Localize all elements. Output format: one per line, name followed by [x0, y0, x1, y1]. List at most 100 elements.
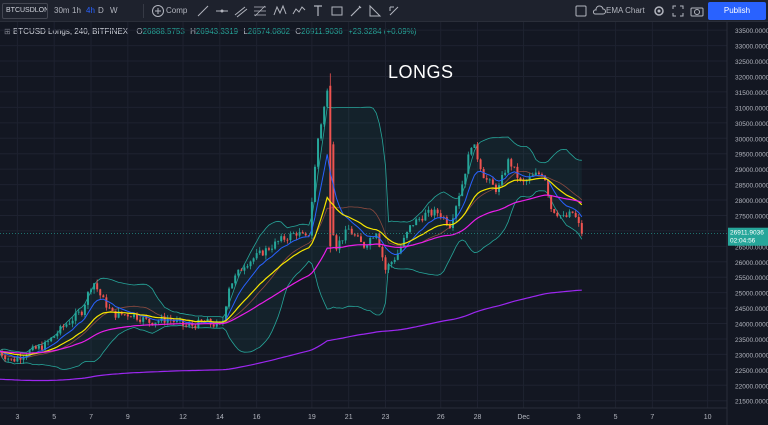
candle-body [22, 357, 25, 360]
price-tick-label: 26500.0000 [735, 244, 768, 251]
price-chart[interactable]: 33500.0000 33000.0000 32500.0000 32000.0000… [0, 22, 768, 425]
candle-body [415, 219, 418, 226]
candle-body [356, 235, 359, 237]
rectangle-icon[interactable] [329, 3, 345, 19]
candle [451, 214, 454, 231]
brush-icon[interactable] [348, 3, 364, 19]
symbol-search-input[interactable]: BTCUSDLON [2, 3, 48, 19]
text-icon[interactable] [310, 3, 326, 19]
candle [62, 324, 65, 331]
candle-body [231, 283, 234, 289]
candle-body [68, 323, 71, 325]
candle [31, 344, 34, 352]
candle-body [461, 184, 464, 196]
horizontal-line-icon[interactable] [214, 3, 230, 19]
candle [504, 169, 507, 177]
candle-body [476, 144, 479, 160]
candle-body [412, 225, 415, 226]
price-tick-label: 27500.0000 [735, 213, 768, 220]
candle-body [402, 237, 405, 247]
price-tick-label: 29000.0000 [735, 167, 768, 174]
candle [522, 177, 525, 186]
candle-body [31, 346, 34, 351]
time-tick-label: 23 [382, 414, 390, 421]
candle-body [341, 240, 344, 242]
candle [231, 283, 234, 289]
candle-body [102, 295, 105, 298]
candle [562, 211, 565, 218]
compare-plus-icon[interactable] [150, 3, 166, 19]
candle-body [455, 206, 458, 219]
candle [16, 355, 19, 363]
price-tick-label: 24500.0000 [735, 306, 768, 313]
candle [519, 176, 522, 182]
time-tick-label: 5 [52, 414, 56, 421]
legend-change: +23.3284 (+0.09%) [347, 27, 417, 36]
candle-body [93, 283, 96, 290]
candle-body [347, 228, 350, 230]
prediction-icon[interactable] [291, 3, 307, 19]
candle-body [409, 225, 412, 232]
candle-body [504, 172, 507, 175]
zoom-icon[interactable] [386, 3, 402, 19]
candle [479, 158, 482, 172]
fullscreen-icon[interactable] [670, 3, 686, 19]
parallel-channel-icon[interactable] [233, 3, 249, 19]
layout-name-button[interactable]: EMA Chart [606, 6, 645, 15]
candle [467, 151, 470, 174]
candle [378, 232, 381, 248]
candle-body [212, 324, 215, 327]
candle [387, 262, 390, 274]
candle-body [160, 316, 163, 322]
price-tick-label: 31000.0000 [735, 105, 768, 112]
candle [50, 337, 53, 343]
candle-body [145, 317, 148, 319]
interval-1h[interactable]: 1h [72, 6, 81, 15]
legend-close-label: C [295, 27, 302, 36]
candle [577, 213, 580, 227]
candle-body [249, 261, 252, 267]
candle-body [488, 179, 491, 181]
fib-retracement-icon[interactable] [252, 3, 268, 19]
bollinger-basis-line [0, 170, 583, 359]
settings-icon[interactable] [651, 3, 667, 19]
candle [246, 263, 249, 269]
candle [129, 315, 132, 318]
time-tick-label: 10 [704, 414, 712, 421]
candle [228, 286, 231, 309]
candle [295, 231, 298, 240]
candle [74, 308, 77, 325]
candle-body [126, 314, 129, 317]
interval-w[interactable]: W [110, 6, 118, 15]
legend-collapse-icon[interactable]: ⊞ [4, 27, 13, 36]
measure-icon[interactable] [367, 3, 383, 19]
trend-line-icon[interactable] [195, 3, 211, 19]
candle-body [534, 172, 537, 176]
candle-body [117, 311, 120, 318]
camera-icon[interactable] [689, 3, 705, 19]
candle-body [451, 218, 454, 229]
candle-body [277, 241, 280, 242]
candle-body [547, 180, 550, 196]
candle [418, 216, 421, 222]
layout-icon[interactable] [573, 3, 589, 19]
candle [427, 206, 430, 217]
interval-30m[interactable]: 30m [54, 6, 70, 15]
pattern-icon[interactable] [272, 3, 288, 19]
compare-button[interactable]: Comp [166, 6, 188, 15]
legend-symbol[interactable]: BTCUSD Longs, 240, BITFINEX [12, 27, 129, 36]
bar-countdown: 02:04:56 [730, 238, 756, 245]
candle [461, 180, 464, 197]
candle-body [151, 322, 154, 325]
candle [396, 249, 399, 261]
candle-body [16, 357, 19, 362]
cloud-icon[interactable] [591, 3, 607, 19]
publish-button[interactable]: Publish [708, 2, 766, 20]
candle-body [243, 267, 246, 271]
candle [83, 303, 86, 318]
candle [332, 141, 335, 236]
interval-d[interactable]: D [98, 6, 104, 15]
interval-4h[interactable]: 4h [86, 6, 95, 15]
last-price-badge [728, 227, 768, 246]
candle-body [562, 215, 565, 217]
